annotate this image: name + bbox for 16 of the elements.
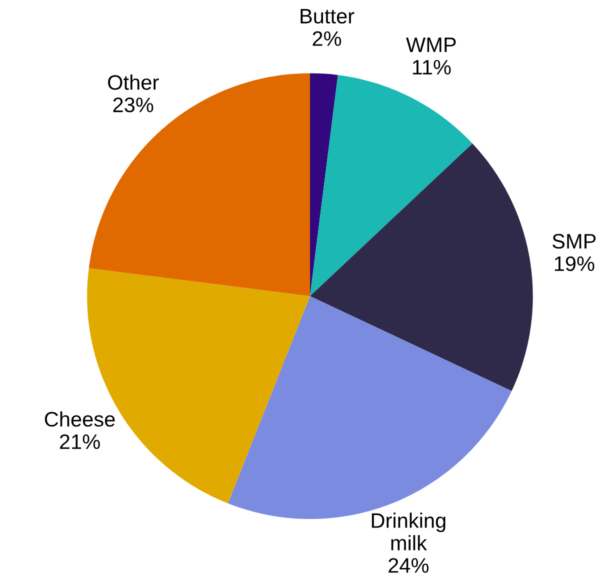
data-label: 2% xyxy=(312,31,342,46)
data-label: 24% xyxy=(388,558,429,573)
data-label: 19% xyxy=(554,256,594,272)
slice-label: WMP xyxy=(406,38,456,52)
pie-slice xyxy=(310,74,472,296)
data-label: 11% xyxy=(412,60,451,75)
data-label: 21% xyxy=(60,434,100,450)
pie-slice xyxy=(310,144,533,392)
data-label: 23% xyxy=(113,98,154,112)
slice-label: Butter xyxy=(300,9,354,24)
slice-label: Cheese xyxy=(44,411,115,427)
pie-slice xyxy=(310,73,338,296)
pie-slice xyxy=(88,73,310,296)
slice-label: SMP xyxy=(552,234,596,249)
slice-label: Drinking milk xyxy=(372,512,446,550)
slice-label: Other xyxy=(108,74,159,90)
